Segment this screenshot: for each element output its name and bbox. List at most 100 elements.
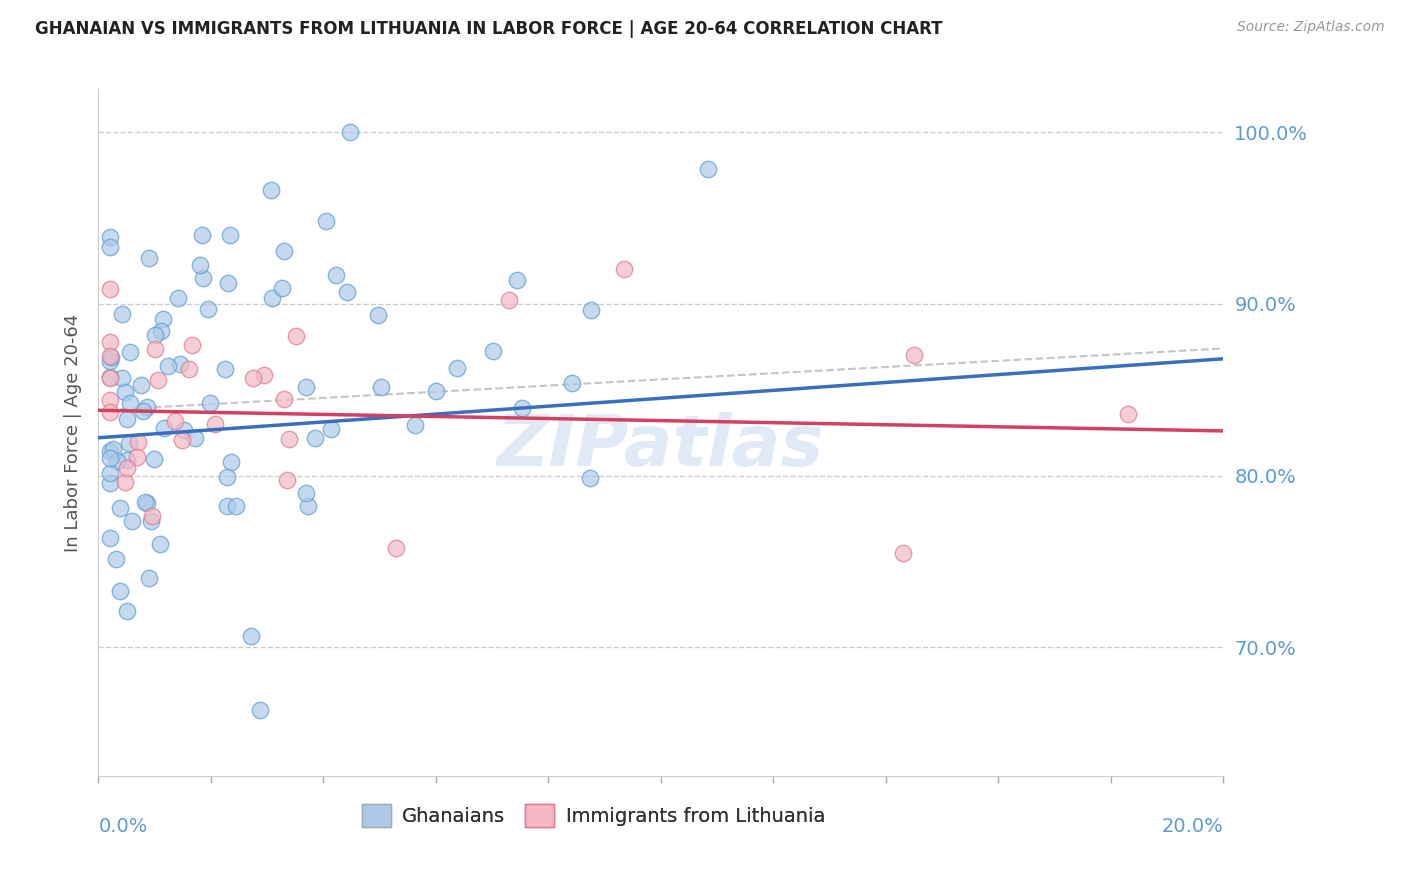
Point	[143, 327, 166, 342]
Point	[217, 276, 239, 290]
Point	[121, 514, 143, 528]
Point	[578, 471, 600, 485]
Point	[173, 423, 195, 437]
Point	[156, 359, 179, 374]
Point	[295, 486, 318, 500]
Point	[221, 455, 243, 469]
Point	[142, 451, 165, 466]
Point	[118, 435, 141, 450]
Point	[114, 384, 136, 399]
Point	[98, 353, 121, 368]
Point	[276, 473, 298, 487]
Point	[225, 500, 247, 514]
Point	[190, 228, 212, 243]
Point	[319, 422, 342, 436]
Point	[482, 344, 505, 359]
Point	[115, 412, 138, 426]
Point	[115, 460, 138, 475]
Point	[149, 537, 172, 551]
Point	[505, 273, 527, 287]
Point	[315, 214, 337, 228]
Point	[98, 450, 121, 465]
Point	[197, 302, 219, 317]
Point	[98, 229, 121, 244]
Text: 0.0%: 0.0%	[98, 817, 148, 837]
Point	[134, 495, 156, 509]
Point	[167, 291, 190, 305]
Point	[271, 281, 294, 295]
Point	[98, 334, 121, 349]
Point	[114, 475, 136, 489]
Point	[98, 393, 121, 408]
Y-axis label: In Labor Force | Age 20-64: In Labor Force | Age 20-64	[63, 313, 82, 552]
Point	[141, 508, 163, 523]
Point	[579, 303, 602, 318]
Point	[98, 444, 121, 458]
Point	[204, 417, 226, 431]
Point	[198, 396, 221, 410]
Point	[98, 371, 121, 385]
Point	[370, 380, 392, 394]
Point	[98, 404, 121, 418]
Text: 20.0%: 20.0%	[1161, 817, 1223, 837]
Point	[181, 338, 204, 352]
Point	[138, 251, 160, 265]
Point	[98, 531, 121, 545]
Point	[183, 431, 205, 445]
Point	[285, 329, 308, 343]
Point	[903, 348, 925, 362]
Legend: Ghanaians, Immigrants from Lithuania: Ghanaians, Immigrants from Lithuania	[354, 796, 832, 835]
Point	[249, 703, 271, 717]
Point	[367, 308, 389, 322]
Point	[404, 418, 426, 433]
Point	[498, 293, 520, 307]
Point	[215, 499, 238, 513]
Point	[561, 376, 583, 391]
Point	[165, 414, 187, 428]
Point	[169, 357, 191, 371]
Point	[98, 282, 121, 296]
Point	[273, 392, 295, 406]
Point	[98, 475, 121, 490]
Point	[98, 370, 121, 384]
Point	[191, 271, 214, 285]
Point	[98, 466, 121, 480]
Point	[215, 470, 238, 484]
Point	[891, 546, 914, 560]
Point	[98, 240, 121, 254]
Point	[146, 373, 169, 387]
Point	[104, 552, 127, 566]
Point	[143, 342, 166, 356]
Point	[260, 183, 283, 197]
Point	[129, 377, 152, 392]
Point	[214, 361, 236, 376]
Point	[325, 268, 347, 282]
Point	[335, 285, 357, 299]
Point	[108, 501, 131, 516]
Point	[115, 452, 138, 467]
Point	[111, 370, 134, 384]
Point	[135, 401, 157, 415]
Point	[242, 371, 264, 385]
Point	[170, 433, 193, 447]
Point	[188, 258, 211, 272]
Point	[138, 571, 160, 585]
Point	[98, 349, 121, 363]
Point	[304, 431, 326, 445]
Text: Source: ZipAtlas.com: Source: ZipAtlas.com	[1237, 20, 1385, 34]
Point	[297, 499, 319, 513]
Point	[273, 244, 295, 259]
Point	[385, 541, 408, 555]
Point	[152, 312, 174, 326]
Point	[115, 604, 138, 618]
Point	[127, 434, 149, 449]
Text: GHANAIAN VS IMMIGRANTS FROM LITHUANIA IN LABOR FORCE | AGE 20-64 CORRELATION CHA: GHANAIAN VS IMMIGRANTS FROM LITHUANIA IN…	[35, 20, 942, 37]
Point	[253, 368, 276, 382]
Point	[108, 583, 131, 598]
Point	[446, 360, 468, 375]
Point	[105, 453, 128, 467]
Point	[101, 442, 124, 456]
Point	[136, 496, 159, 510]
Point	[127, 450, 149, 465]
Point	[295, 380, 318, 394]
